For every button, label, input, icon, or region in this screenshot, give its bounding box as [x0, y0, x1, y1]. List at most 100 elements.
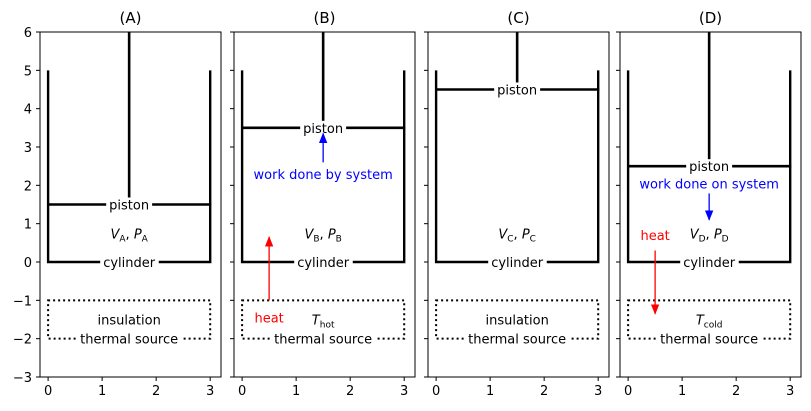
x-tick-label: 0 — [432, 384, 440, 399]
cylinder-label-group: cylinder — [488, 255, 547, 272]
state-label-part-2: , — [514, 227, 522, 242]
panel-title-c: (C) — [507, 9, 529, 27]
y-tick-label: 1 — [24, 218, 32, 233]
piston-label-background — [300, 120, 347, 138]
source-temperature-label-part-1: hot — [320, 321, 335, 331]
axes-frame — [39, 31, 222, 378]
x-tick-label: 1 — [678, 384, 686, 399]
axes-frame — [619, 31, 802, 378]
state-label-part-1: C — [507, 234, 513, 244]
state-label-part-2: , — [126, 227, 134, 242]
state-label-part-0: V — [690, 227, 700, 242]
cylinder-label: cylinder — [103, 256, 156, 271]
source-temperature-label: Thot — [312, 314, 335, 331]
source-temperature-label-part-1: cold — [704, 321, 723, 331]
cylinder-label-group: cylinder — [100, 255, 159, 272]
x-tick-label: 1 — [292, 384, 300, 399]
x-tick-label: 2 — [540, 384, 548, 399]
piston-label: piston — [303, 122, 343, 137]
axes-frame — [233, 31, 416, 378]
state-label: VB, PB — [304, 227, 341, 244]
state-label-part-4: C — [530, 234, 536, 244]
thermal-source-label: thermal source — [468, 333, 566, 348]
thermal-source-label-group: thermal source — [271, 331, 376, 349]
x-tick-label: 3 — [400, 384, 408, 399]
y-tick-label: 3 — [24, 141, 32, 156]
x-tick-label: 0 — [624, 384, 632, 399]
state-label-part-3: P — [714, 227, 722, 242]
state-label-part-4: A — [142, 234, 149, 244]
state-label-part-1: A — [119, 234, 126, 244]
work-label: work done on system — [639, 177, 779, 192]
work-label-background — [639, 176, 779, 194]
thermal-source-label-group: thermal source — [77, 331, 182, 349]
cylinder-label: cylinder — [491, 256, 544, 271]
panel-title-b: (B) — [314, 9, 336, 27]
thermal-source-label-background — [77, 331, 182, 349]
thermal-source-label-group: thermal source — [465, 331, 570, 349]
thermal-source-label-group: thermal source — [657, 331, 762, 349]
y-tick-label: 2 — [24, 179, 32, 194]
cylinder-label-background — [680, 255, 739, 272]
state-label-part-2: , — [706, 227, 714, 242]
thermal-source-label: thermal source — [80, 333, 178, 348]
x-tick-label: 3 — [594, 384, 602, 399]
state-label-part-3: P — [328, 227, 336, 242]
state-label-part-0: V — [304, 227, 314, 242]
source-temperature-label-part-0: T — [312, 314, 321, 329]
state-label-part-0: V — [110, 227, 120, 242]
state-label: VA, PA — [110, 227, 148, 244]
x-tick-label: 1 — [98, 384, 106, 399]
state-label-part-1: B — [313, 234, 319, 244]
state-label: VC, PC — [498, 227, 536, 244]
piston-label-background — [686, 159, 733, 177]
state-label-part-3: P — [522, 227, 530, 242]
cylinder-label-group: cylinder — [294, 255, 353, 272]
x-tick-label: 2 — [152, 384, 160, 399]
work-label-group: work done on system — [639, 176, 779, 194]
panel-title-d: (D) — [699, 9, 722, 27]
y-tick-label: 4 — [24, 103, 32, 118]
x-tick-label: 2 — [732, 384, 740, 399]
state-label-part-1: D — [699, 234, 706, 244]
cylinder-label: cylinder — [683, 256, 736, 271]
piston-label-group: piston — [106, 197, 153, 215]
work-label: work done by system — [254, 168, 393, 183]
cylinder-label-background — [100, 255, 159, 272]
piston-label-background — [106, 197, 153, 215]
cylinder-label: cylinder — [297, 256, 350, 271]
cylinder-label-background — [294, 255, 353, 272]
piston-label: piston — [109, 199, 149, 214]
x-tick-label: 2 — [346, 384, 354, 399]
x-tick-label: 1 — [486, 384, 494, 399]
piston-label-group: piston — [686, 159, 733, 177]
piston-label: piston — [497, 84, 537, 99]
y-tick-label: −2 — [13, 333, 32, 348]
piston-label-group: piston — [300, 120, 347, 138]
thermal-source-label: thermal source — [274, 333, 372, 348]
y-tick-label: −3 — [13, 371, 32, 386]
source-top-label: insulation — [485, 314, 548, 329]
heat-label: heat — [640, 229, 669, 244]
thermal-source-label-background — [271, 331, 376, 349]
state-label-part-3: P — [134, 227, 142, 242]
y-tick-label: 0 — [24, 256, 32, 271]
state-label-part-4: B — [336, 234, 342, 244]
piston-label: piston — [689, 160, 729, 175]
state-label-part-2: , — [320, 227, 328, 242]
y-tick-label: 5 — [24, 64, 32, 79]
x-tick-label: 0 — [44, 384, 52, 399]
state-label: VD, PD — [690, 227, 729, 244]
source-temperature-label-part-0: T — [696, 314, 705, 329]
thermal-source-label: thermal source — [660, 333, 758, 348]
piston-label-group: piston — [494, 82, 541, 100]
piston-label-background — [494, 82, 541, 100]
cylinder-label-background — [488, 255, 547, 272]
x-tick-label: 3 — [206, 384, 214, 399]
state-label-part-4: D — [722, 234, 729, 244]
